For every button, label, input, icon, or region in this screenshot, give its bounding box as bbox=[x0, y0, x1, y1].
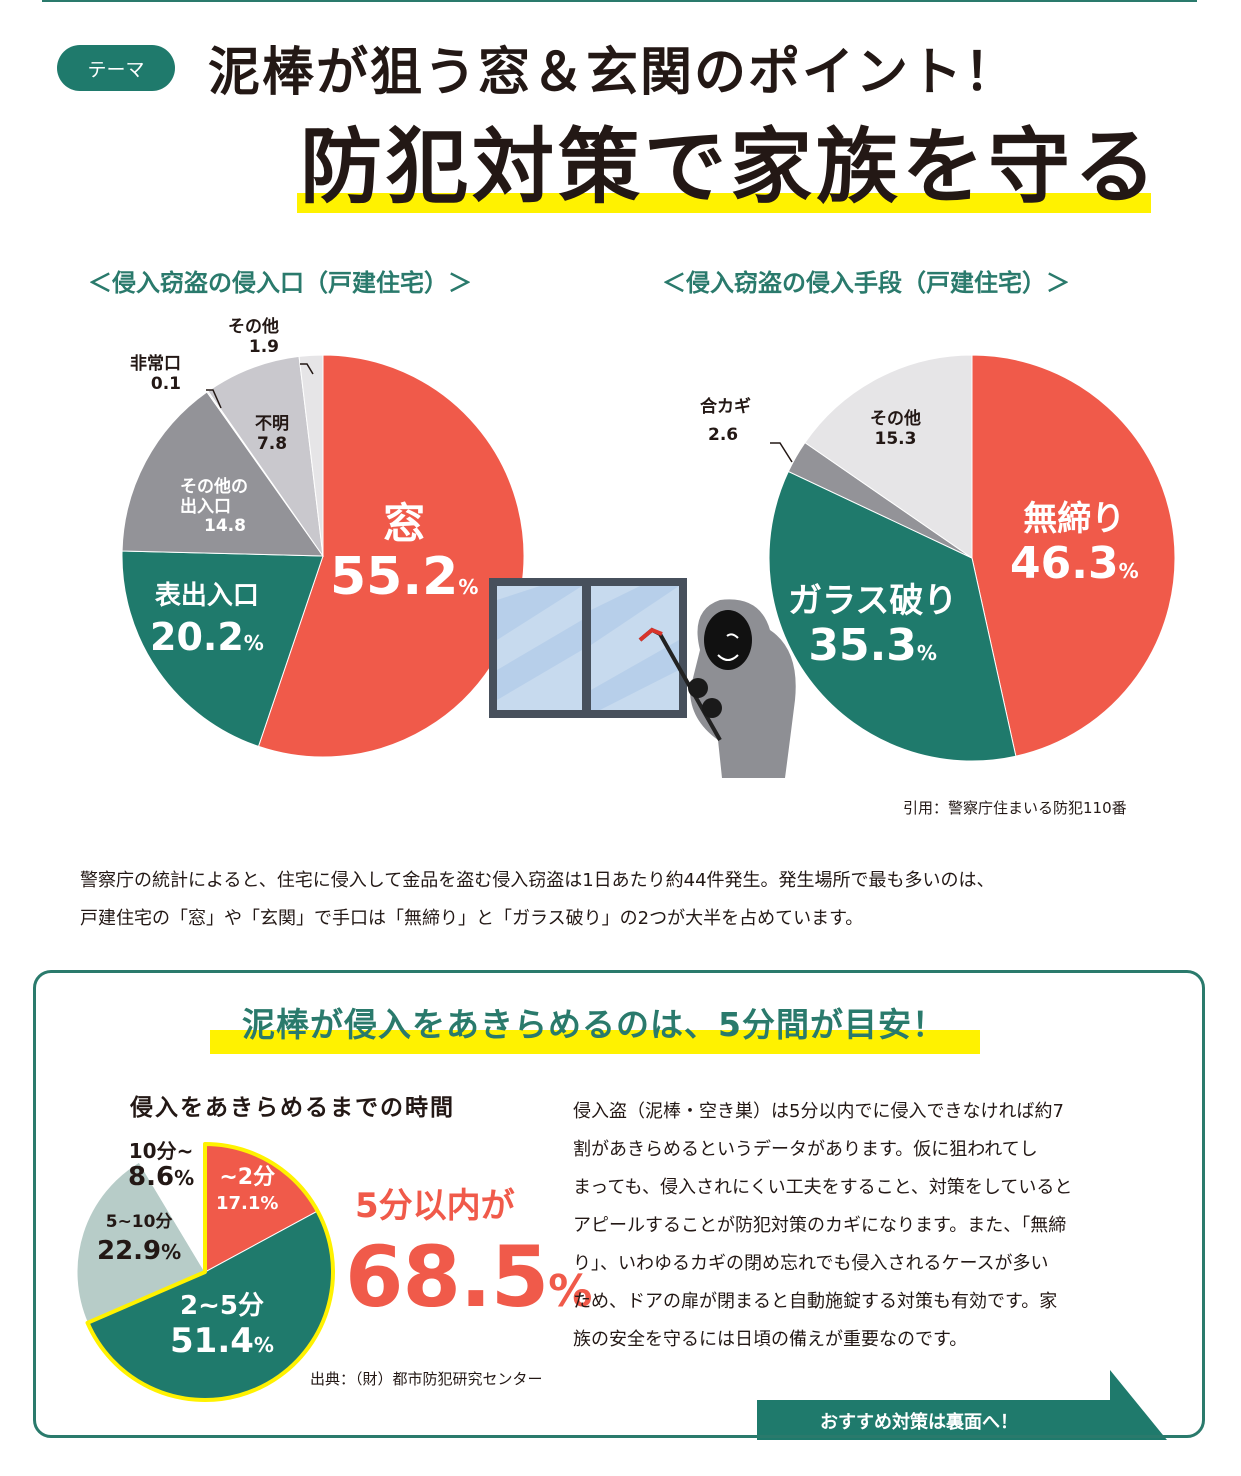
chart1-title: ＜侵入窃盗の侵入口（戸建住宅）＞ bbox=[88, 269, 472, 297]
title-line1: 泥棒が狙う窓＆玄関のポイント！ bbox=[208, 43, 1019, 103]
theme-badge: テーマ bbox=[57, 45, 175, 91]
label-under2min: ~2分 17.1% bbox=[216, 1165, 279, 1215]
top-rule bbox=[42, 0, 1197, 2]
pie-slice bbox=[768, 470, 1017, 762]
label-window: 窓 55.2% bbox=[330, 499, 479, 608]
pie-entry-point bbox=[121, 354, 525, 758]
label-emergency: 非常口 0.1 bbox=[130, 354, 181, 394]
label-other: その他 1.9 bbox=[228, 317, 279, 357]
pie-slice bbox=[121, 391, 324, 557]
title-highlight bbox=[297, 193, 1151, 213]
pie-slice bbox=[804, 354, 973, 559]
leader-line-emergency bbox=[206, 389, 222, 409]
pie-slice bbox=[971, 354, 1176, 757]
burglar-illustration bbox=[638, 599, 796, 778]
citation: 引用：警察庁住まいる防犯110番 bbox=[903, 799, 1127, 817]
pie-slice bbox=[298, 354, 324, 557]
title-line2: 防犯対策で家族を守る bbox=[300, 120, 1161, 215]
label-front-entrance: 表出入口 20.2% bbox=[150, 581, 264, 659]
window-illustration bbox=[489, 578, 687, 718]
cta-arrow-shape[interactable] bbox=[757, 1370, 1167, 1440]
source-citation: 出典：（財）都市防犯研究センター bbox=[310, 1370, 543, 1388]
info-box bbox=[33, 970, 1205, 1438]
pie-slice bbox=[121, 550, 324, 748]
label-10min-plus: 10分~ 8.6% bbox=[128, 1139, 195, 1192]
leader-line-dupkey bbox=[770, 442, 793, 463]
label-method-other: その他 15.3 bbox=[870, 409, 921, 449]
chart2-title: ＜侵入窃盗の侵入手段（戸建住宅）＞ bbox=[662, 269, 1070, 297]
intro-paragraph: 警察庁の統計によると、住宅に侵入して金品を盗む侵入窃盗は1日あたり約44件発生。… bbox=[80, 870, 995, 929]
label-unlocked: 無締り 46.3% bbox=[1010, 499, 1139, 590]
within-5min-highlight-outline bbox=[85, 1142, 335, 1402]
label-glass: ガラス破り 35.3% bbox=[788, 581, 958, 672]
pie-give-up-time bbox=[76, 1142, 335, 1402]
label-unknown: 不明 7.8 bbox=[255, 414, 289, 454]
leader-line-other bbox=[300, 363, 314, 375]
box-heading-highlight bbox=[210, 1030, 980, 1054]
callout-within5min: 5分以内が bbox=[355, 1186, 515, 1226]
box-heading: 泥棒が侵入をあきらめるのは、5分間が目安！ bbox=[242, 1005, 946, 1044]
box-paragraph: 侵入盗（泥棒・空き巣）は5分以内でに侵入できなければ約7 割があきらめるというデ… bbox=[573, 1101, 1073, 1350]
label-5to10min: 5~10分 22.9% bbox=[97, 1212, 182, 1266]
pie-slice bbox=[76, 1161, 206, 1324]
label-other-entrance: その他の 出入口 14.8 bbox=[180, 477, 248, 537]
label-dupkey: 合カギ 2.6 bbox=[700, 397, 751, 445]
callout-value: 68.5% bbox=[345, 1228, 592, 1326]
cta-see-back-button[interactable]: おすすめ対策は裏面へ！ bbox=[820, 1412, 1018, 1433]
give-up-chart-title: 侵入をあきらめるまでの時間 bbox=[130, 1095, 455, 1121]
label-2to5min: 2~5分 51.4% bbox=[170, 1291, 274, 1361]
pie-entry-method bbox=[768, 354, 1176, 762]
